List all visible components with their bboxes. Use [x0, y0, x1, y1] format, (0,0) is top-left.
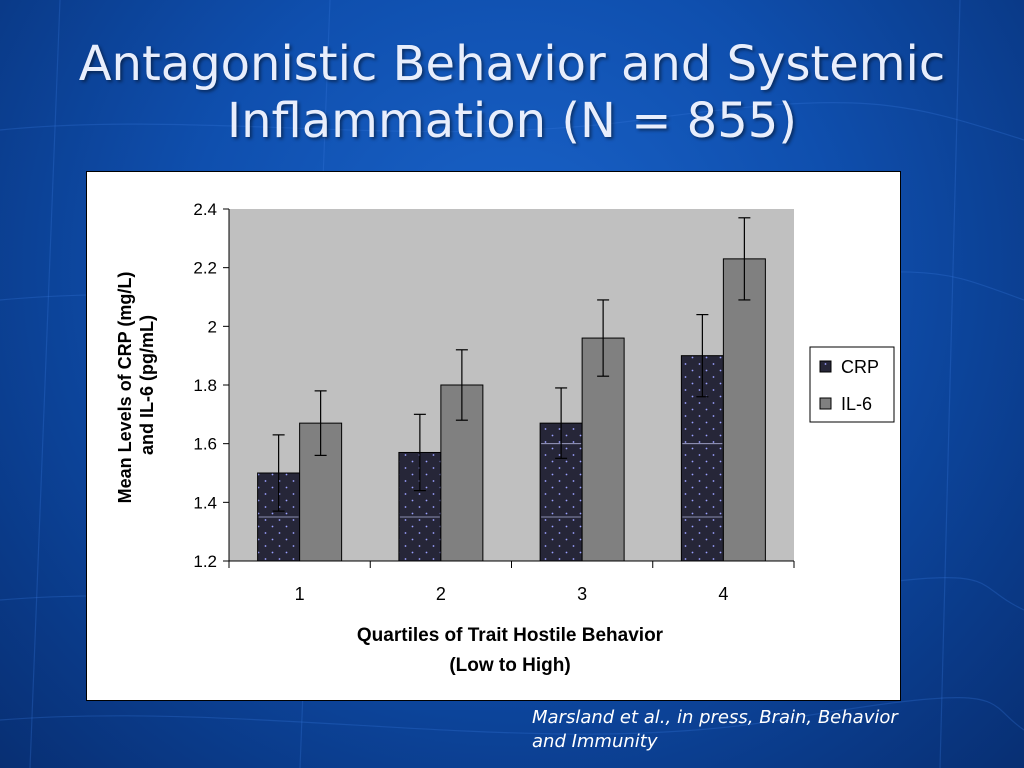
y-tick-label: 2.4 — [193, 200, 217, 219]
y-tick-label: 2 — [208, 317, 217, 336]
x-tick-label: 4 — [718, 584, 728, 604]
y-axis-label: Mean Levels of CRP (mg/L) and IL-6 (pg/m… — [115, 267, 157, 504]
error-bar-crp-q2 — [413, 413, 426, 492]
legend-label-crp: CRP — [841, 357, 879, 377]
error-bar-crp-q4 — [696, 314, 709, 398]
slide-title: Antagonistic Behavior and Systemic Infla… — [0, 36, 1024, 150]
slide-title-line-2: Inflammation (N = 855) — [226, 93, 798, 149]
x-tick-label: 3 — [577, 584, 587, 604]
bar-il6-q4 — [722, 258, 766, 562]
y-tick-label: 1.8 — [193, 376, 217, 395]
citation-line-2: and Immunity — [532, 731, 658, 752]
error-bar-crp-q3 — [555, 387, 568, 459]
y-axis-label-line-1: Mean Levels of CRP (mg/L) — [115, 272, 135, 504]
error-bar-il6-q1 — [314, 390, 327, 456]
y-tick-label: 1.6 — [193, 435, 217, 454]
slide-title-line-1: Antagonistic Behavior and Systemic — [78, 36, 946, 92]
x-axis-label-line-2: (Low to High) — [449, 655, 570, 676]
y-tick-label: 1.4 — [193, 493, 217, 512]
x-axis-label-line-1: Quartiles of Trait Hostile Behavior — [357, 625, 664, 646]
x-tick-label: 1 — [295, 584, 305, 604]
chart-container: 1.2 1.4 1.6 1.8 2 2.2 2.4 1 2 3 4 Mean Levels of … — [86, 171, 901, 701]
error-bar-il6-q3 — [597, 299, 610, 377]
y-axis-label-line-2: and IL-6 (pg/mL) — [137, 315, 157, 455]
bar-chart: 1.2 1.4 1.6 1.8 2 2.2 2.4 1 2 3 4 Mean Levels of … — [115, 200, 895, 676]
y-tick-label: 1.2 — [193, 552, 217, 571]
legend-swatch-crp — [819, 360, 832, 373]
y-tick-label: 2.2 — [193, 259, 217, 278]
error-bar-crp-q1 — [272, 434, 285, 512]
error-bar-il6-q2 — [455, 349, 468, 421]
legend-swatch-il6 — [819, 397, 832, 410]
citation-line-1: Marsland et al., in press, Brain, Behavi… — [532, 707, 898, 728]
error-bar-il6-q4 — [738, 217, 751, 301]
legend-label-il6: IL-6 — [841, 394, 872, 414]
x-tick-label: 2 — [436, 584, 446, 604]
citation: Marsland et al., in press, Brain, Behavi… — [532, 706, 972, 754]
legend: CRP IL-6 — [809, 346, 895, 423]
